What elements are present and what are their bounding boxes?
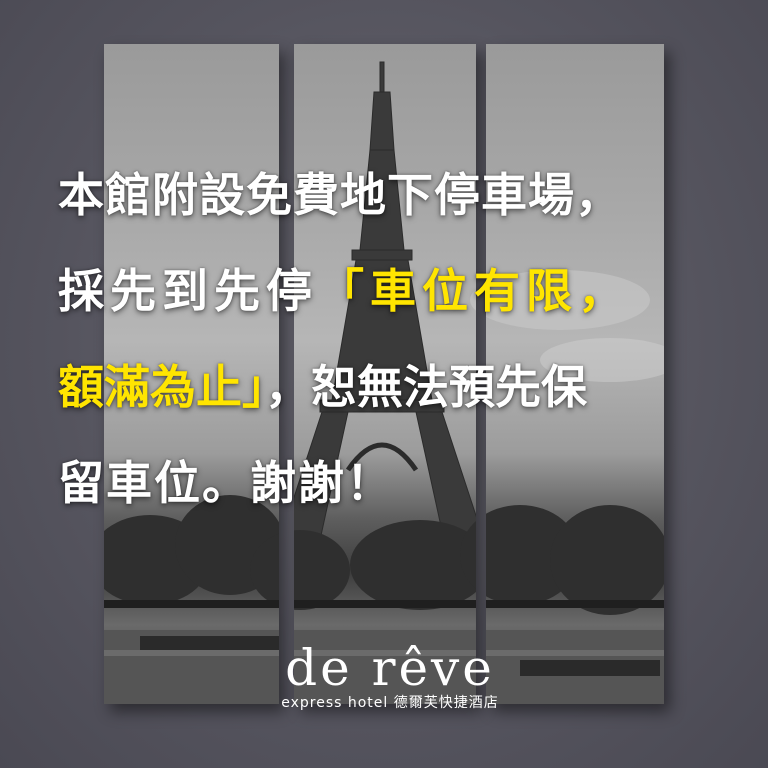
- notice-line-4: 留車位。謝謝！: [58, 448, 394, 518]
- notice-line-2-highlight: 「車位有限，: [318, 264, 630, 318]
- notice-line-3-highlight: 額滿為止」: [58, 360, 265, 414]
- notice-line-4-text: 留車位。謝謝！: [58, 456, 394, 510]
- notice-line-2-white: 採先到先停: [58, 264, 318, 318]
- hotel-logo: de rêve express hotel 德爾芙快捷酒店: [240, 640, 540, 712]
- notice-line-1-text: 本館附設免費地下停車場，: [58, 168, 622, 222]
- logo-brand-name: de rêve: [240, 640, 540, 696]
- notice-line-2: 採先到先停「車位有限，: [58, 256, 630, 326]
- logo-subtitle: express hotel 德爾芙快捷酒店: [240, 694, 540, 712]
- notice-line-3-white: ，恕無法預先保: [265, 360, 587, 414]
- notice-line-1: 本館附設免費地下停車場，: [58, 160, 622, 230]
- notice-line-3: 額滿為止」，恕無法預先保: [58, 352, 587, 422]
